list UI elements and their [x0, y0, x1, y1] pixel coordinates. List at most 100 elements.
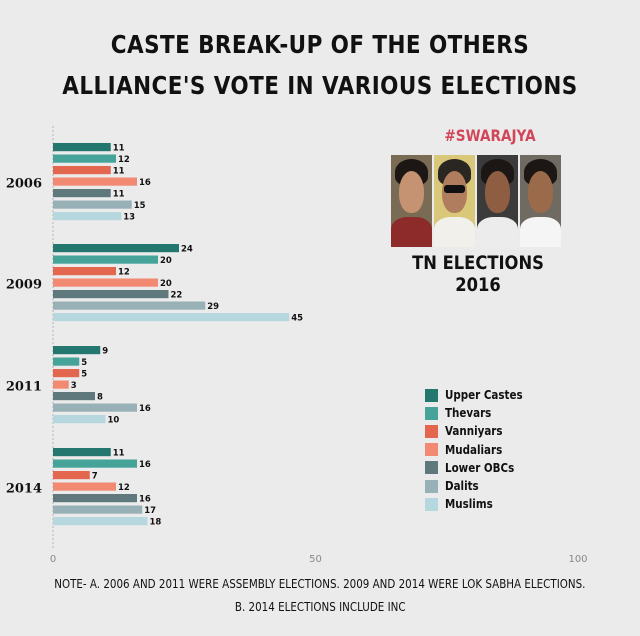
legend-item: Upper Castes — [425, 386, 535, 404]
data-label: 11 — [113, 449, 125, 459]
data-label: 12 — [118, 483, 130, 493]
bar-2011-thevars — [53, 357, 80, 366]
leader-photo-1 — [391, 155, 432, 247]
bar-2014-vanniyars — [53, 471, 90, 480]
category-label: 2014 — [6, 481, 42, 496]
data-label: 9 — [102, 347, 108, 357]
legend-item: Dalits — [425, 477, 535, 495]
bar-2014-muslims — [53, 517, 148, 526]
data-label: 10 — [108, 416, 120, 426]
bar-2006-vanniyars — [53, 166, 111, 175]
chart-legend: Upper Castes Thevars Vanniyars Mudaliars Low… — [425, 386, 535, 513]
category-label: 2011 — [6, 379, 42, 394]
bar-2011-dalits — [53, 403, 137, 412]
legend-label: Lower OBCs — [445, 460, 515, 475]
bar-2006-mudaliars — [53, 177, 137, 186]
data-label: 20 — [160, 256, 172, 266]
legend-swatch — [425, 461, 438, 475]
leader-photo-3-face — [485, 171, 510, 213]
bar-2009-thevars — [53, 255, 158, 264]
chart-title-line-1: CASTE BREAK-UP OF THE OTHERS — [110, 30, 530, 59]
legend-label: Upper Castes — [445, 388, 523, 403]
data-label: 5 — [81, 358, 87, 368]
legend-label: Thevars — [445, 406, 492, 421]
bar-2009-muslims — [53, 313, 290, 322]
bar-2011-vanniyars — [53, 369, 80, 378]
bar-2014-dalits — [53, 505, 143, 514]
bar-2014-upper-castes — [53, 448, 111, 457]
x-tick-label: 100 — [568, 554, 587, 565]
bar-2011-upper-castes — [53, 346, 101, 355]
legend-swatch — [425, 443, 438, 457]
brand-label: #SWARAJYA — [444, 126, 536, 145]
data-label: 11 — [113, 190, 125, 200]
data-label: 20 — [160, 279, 172, 289]
bar-2009-dalits — [53, 301, 206, 310]
footnote-line-1: NOTE- A. 2006 AND 2011 WERE ASSEMBLY ELE… — [0, 577, 640, 591]
data-label: 13 — [123, 213, 135, 223]
data-label: 5 — [81, 370, 87, 380]
data-label: 3 — [71, 381, 77, 391]
bar-2006-muslims — [53, 212, 122, 221]
data-label: 16 — [139, 460, 151, 470]
legend-swatch — [425, 406, 438, 420]
category-label: 2006 — [6, 176, 42, 191]
leader-photo-2-glasses — [444, 185, 465, 193]
legend-label: Vanniyars — [445, 424, 503, 439]
bar-2009-vanniyars — [53, 267, 116, 276]
data-label: 11 — [113, 167, 125, 177]
footnote-line-2: B. 2014 ELECTIONS INCLUDE INC — [0, 600, 640, 614]
bar-2006-dalits — [53, 200, 132, 209]
legend-swatch — [425, 479, 438, 493]
data-label: 8 — [97, 393, 103, 403]
data-label: 16 — [139, 495, 151, 505]
data-label: 22 — [171, 291, 183, 301]
x-tick-label: 0 — [50, 554, 56, 565]
data-label: 29 — [207, 302, 219, 312]
leader-photo-3-garment — [477, 217, 518, 247]
leader-photo-4-face — [528, 171, 553, 213]
leaders-photo-strip — [391, 155, 561, 247]
leader-photo-1-face — [399, 171, 424, 213]
legend-item: Vanniyars — [425, 422, 535, 440]
legend-label: Dalits — [445, 479, 479, 494]
data-label: 15 — [134, 201, 146, 211]
data-label: 16 — [139, 178, 151, 188]
bar-2014-mudaliars — [53, 482, 116, 491]
bar-2009-mudaliars — [53, 278, 158, 287]
footnote-line-1-text: NOTE- A. 2006 AND 2011 WERE ASSEMBLY ELE… — [54, 577, 586, 591]
x-tick-label: 50 — [309, 554, 322, 565]
data-label: 11 — [113, 144, 125, 154]
bar-2011-lower-obcs — [53, 392, 95, 401]
legend-swatch — [425, 388, 438, 402]
data-label: 7 — [92, 472, 98, 482]
bar-2009-lower-obcs — [53, 290, 169, 299]
bar-2006-lower-obcs — [53, 189, 111, 198]
bar-2006-thevars — [53, 154, 116, 163]
legend-item: Thevars — [425, 404, 535, 422]
legend-swatch — [425, 497, 438, 511]
bar-2011-mudaliars — [53, 380, 69, 389]
leader-photo-3 — [477, 155, 518, 247]
category-label: 2009 — [6, 277, 42, 292]
legend-item: Lower OBCs — [425, 459, 535, 477]
data-label: 12 — [118, 268, 130, 278]
legend-label: Muslims — [445, 497, 493, 512]
legend-label: Mudaliars — [445, 442, 503, 457]
leader-photo-4-garment — [520, 217, 561, 247]
data-label: 45 — [291, 314, 303, 324]
footnote-line-2-text: B. 2014 ELECTIONS INCLUDE INC — [234, 600, 406, 614]
chart-title-line-2: ALLIANCE'S VOTE IN VARIOUS ELECTIONS — [62, 71, 578, 100]
bar-2014-thevars — [53, 459, 137, 468]
data-label: 12 — [118, 155, 130, 165]
legend-item: Mudaliars — [425, 441, 535, 459]
tn-elections-label: TN ELECTIONS 2016 — [412, 252, 544, 296]
bar-2014-lower-obcs — [53, 494, 137, 503]
bar-2006-upper-castes — [53, 143, 111, 152]
leader-photo-2-garment — [434, 217, 475, 247]
legend-swatch — [425, 424, 438, 438]
bar-2011-muslims — [53, 415, 106, 424]
data-label: 18 — [150, 518, 162, 528]
data-label: 24 — [181, 245, 193, 255]
data-label: 17 — [144, 506, 156, 516]
